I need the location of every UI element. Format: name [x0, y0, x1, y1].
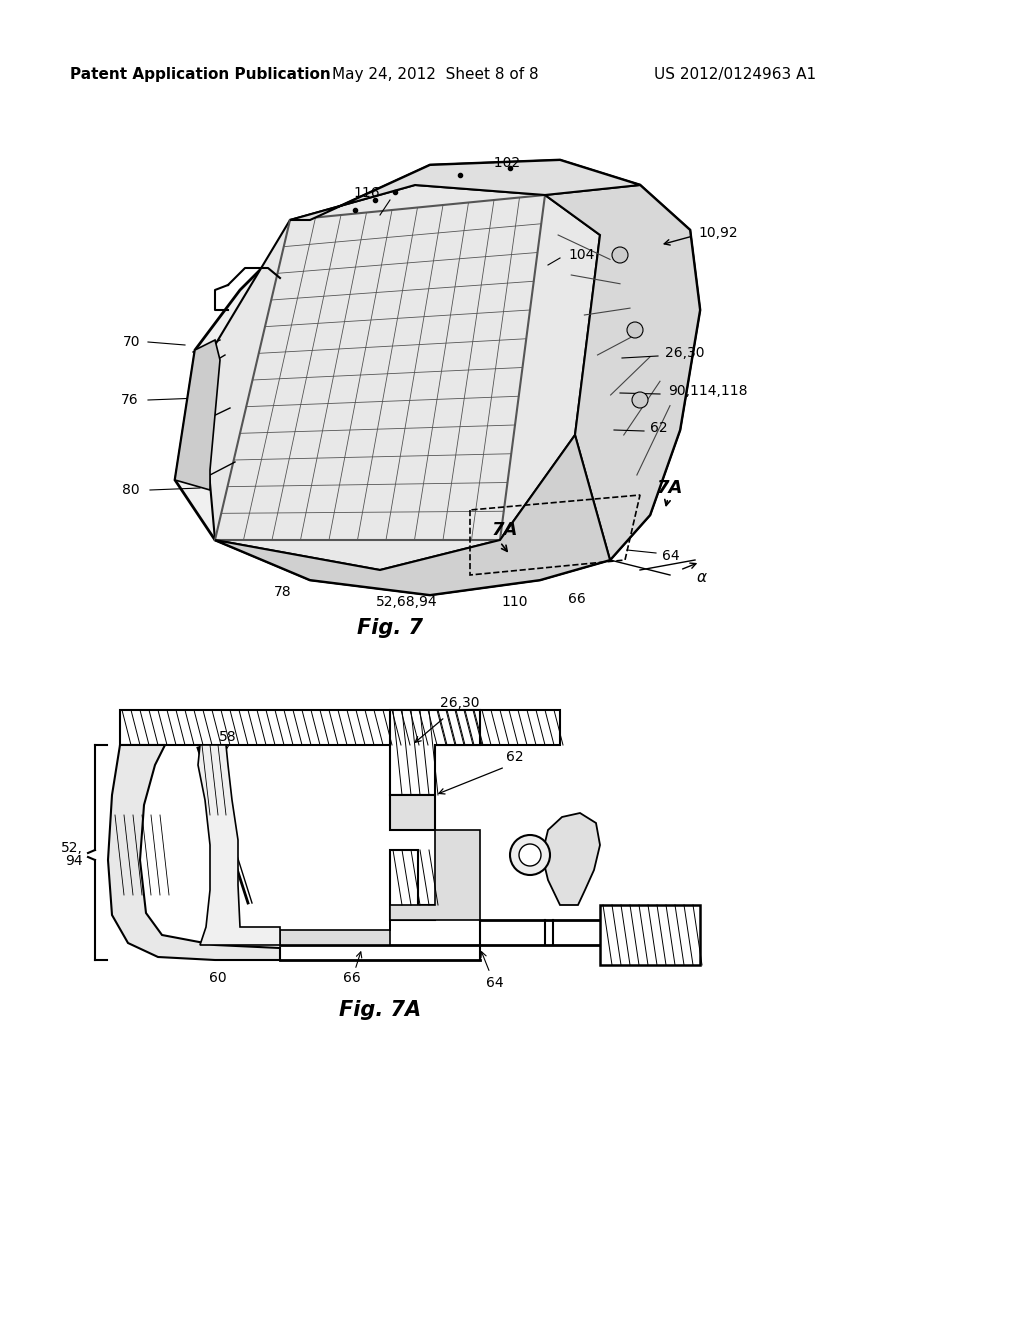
Text: 80: 80: [123, 483, 140, 498]
Text: 66: 66: [568, 591, 586, 606]
Text: 116: 116: [353, 186, 380, 201]
Text: 26,30: 26,30: [440, 696, 480, 710]
Text: 26,30: 26,30: [665, 346, 705, 360]
Polygon shape: [198, 744, 280, 945]
Polygon shape: [545, 185, 700, 560]
Polygon shape: [200, 185, 600, 570]
Text: 94: 94: [66, 854, 83, 869]
Text: Fig. 7: Fig. 7: [357, 618, 423, 638]
Text: 7A: 7A: [656, 479, 683, 498]
Polygon shape: [600, 906, 700, 965]
Text: 64: 64: [486, 975, 504, 990]
Text: 104: 104: [568, 248, 594, 261]
Polygon shape: [108, 744, 280, 960]
Text: α: α: [697, 569, 707, 585]
Polygon shape: [290, 160, 640, 220]
Polygon shape: [542, 813, 600, 906]
Circle shape: [519, 843, 541, 866]
Text: 52,68,94: 52,68,94: [376, 595, 438, 609]
Text: 60: 60: [209, 972, 226, 985]
Polygon shape: [390, 795, 435, 830]
Polygon shape: [280, 830, 480, 945]
Text: 10,92: 10,92: [698, 226, 737, 240]
Text: 58: 58: [219, 730, 237, 744]
Text: 52,: 52,: [61, 841, 83, 855]
Polygon shape: [390, 710, 480, 795]
Text: 70: 70: [123, 335, 140, 348]
Text: Patent Application Publication: Patent Application Publication: [70, 67, 331, 82]
Text: 62: 62: [506, 750, 524, 764]
Polygon shape: [175, 160, 700, 595]
Text: 110: 110: [502, 595, 528, 609]
Polygon shape: [390, 850, 435, 920]
Circle shape: [632, 392, 648, 408]
Text: 62: 62: [650, 421, 668, 436]
Text: —102: —102: [480, 156, 520, 170]
Circle shape: [612, 247, 628, 263]
Circle shape: [510, 836, 550, 875]
Text: 66: 66: [343, 972, 360, 985]
Polygon shape: [215, 436, 610, 595]
Text: US 2012/0124963 A1: US 2012/0124963 A1: [654, 67, 816, 82]
Text: 78: 78: [274, 585, 292, 599]
Text: 76: 76: [121, 393, 138, 407]
Text: 64: 64: [662, 549, 680, 564]
Polygon shape: [175, 341, 220, 490]
Text: 7A: 7A: [492, 521, 518, 539]
Text: May 24, 2012  Sheet 8 of 8: May 24, 2012 Sheet 8 of 8: [332, 67, 539, 82]
Polygon shape: [120, 710, 560, 744]
Circle shape: [627, 322, 643, 338]
Text: Fig. 7A: Fig. 7A: [339, 1001, 421, 1020]
Text: 90,114,118: 90,114,118: [668, 384, 748, 399]
